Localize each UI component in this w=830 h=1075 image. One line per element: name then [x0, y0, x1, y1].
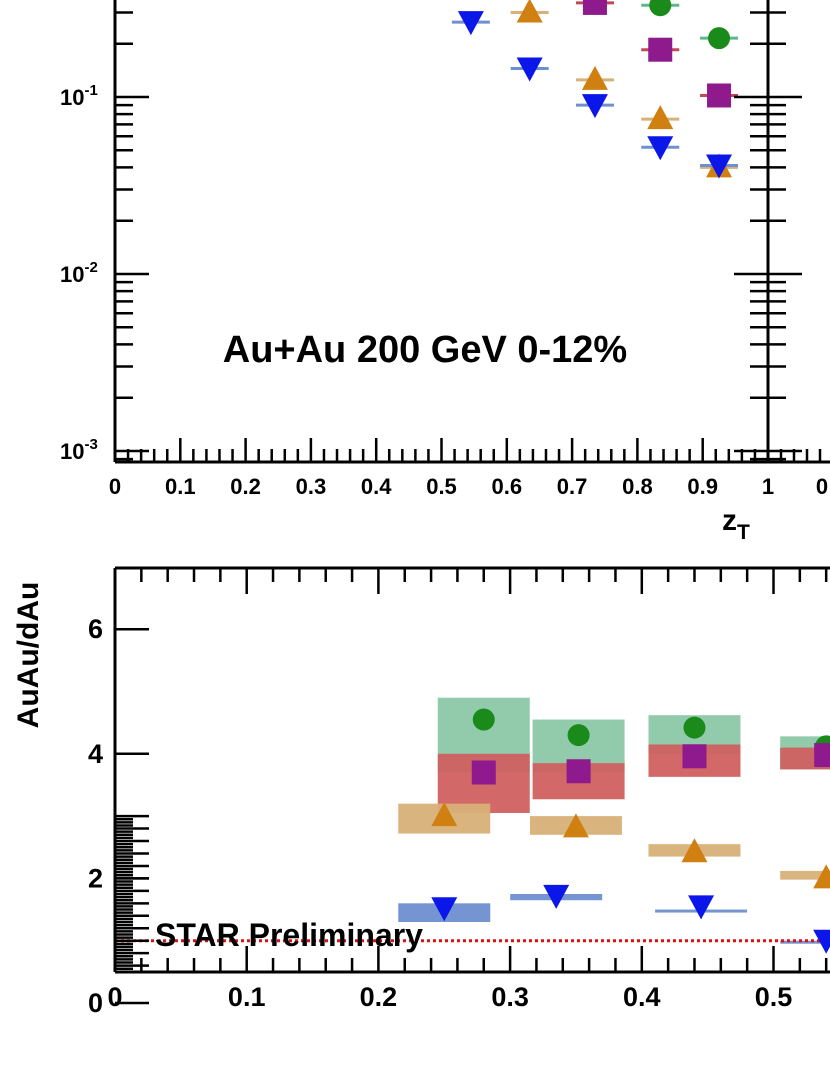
top-right-panel-tick-label: 0: [816, 474, 828, 499]
bottom-data-points: [431, 708, 830, 954]
top-point-triangle-down: [647, 136, 674, 161]
top-y-tick-label: 10-2: [60, 259, 98, 287]
top-panel: 0 0.1 0.2 0.3 0.4 0.5 0.6 0.7 0.8 0.9 1 0 10-110-21…: [60, 0, 830, 544]
top-point-triangle-up: [516, 0, 543, 23]
bottom-systematic-bars: [398, 697, 830, 944]
top-point-square: [582, 0, 607, 15]
top-x-tick-labels: 0 0.1 0.2 0.3 0.4 0.5 0.6 0.7 0.8 0.9 1 0: [109, 474, 828, 499]
top-data-points: [457, 0, 733, 179]
top-x-tick-label: 0.1: [165, 474, 196, 499]
bottom-point-square: [566, 759, 591, 784]
top-x-tick-label: 0.5: [426, 474, 457, 499]
top-y-tick-labels: 10-1 10-2 10-3: [60, 82, 98, 464]
top-y-tick-label: 10-1: [60, 82, 98, 110]
bottom-y-tick-labels: 0 2 4 6: [88, 614, 103, 1018]
top-point-circle: [649, 0, 672, 17]
bottom-point-square: [814, 743, 830, 768]
top-point-triangle-down: [457, 11, 484, 36]
bottom-point-circle: [683, 716, 706, 739]
bottom-x-tick-label: 0.1: [228, 982, 266, 1012]
top-axes: [113, 0, 830, 464]
top-point-triangle-up: [647, 105, 674, 130]
bottom-point-square: [682, 744, 707, 769]
bottom-axes: [113, 566, 830, 1005]
top-point-triangle-up: [581, 65, 608, 90]
bottom-y-tick-label: 6: [88, 614, 103, 644]
bottom-point-circle: [472, 708, 495, 731]
bottom-y-tick-label: 0: [88, 988, 103, 1018]
bottom-y-axis-title: AuAu/dAu: [12, 582, 45, 729]
top-x-tick-label: 0.2: [230, 474, 261, 499]
bottom-y-tick-label: 2: [88, 863, 103, 893]
bottom-point-triangle-down: [431, 897, 458, 922]
bottom-panel: 0 0.1 0.2 0.3 0.4 0.5 0 2 4 6 AuAu/dAu STAR Prel…: [12, 566, 830, 1018]
bottom-point-triangle-up: [562, 813, 589, 838]
top-y-tick-label: 10-3: [60, 436, 98, 464]
bottom-point-triangle-down: [813, 929, 830, 954]
top-point-square: [648, 37, 673, 62]
bottom-y-tick-label: 4: [88, 739, 103, 769]
top-x-tick-label: 0.3: [296, 474, 327, 499]
bottom-x-tick-label: 0.3: [491, 982, 529, 1012]
bottom-point-triangle-up: [681, 838, 708, 863]
top-x-tick-label: 0.9: [687, 474, 718, 499]
top-annotation: Au+Au 200 GeV 0-12%: [223, 329, 627, 371]
bottom-x-tick-labels: 0 0.1 0.2 0.3 0.4 0.5: [107, 982, 792, 1012]
top-x-tick-label: 1: [762, 474, 774, 499]
bottom-point-square: [471, 760, 496, 785]
top-x-axis-title: zT: [722, 504, 750, 544]
top-x-axis-subscript: T: [737, 521, 750, 544]
top-x-tick-label: 0.7: [557, 474, 588, 499]
bottom-point-triangle-down: [543, 884, 570, 909]
top-point-triangle-down: [581, 94, 608, 119]
top-x-tick-label: 0.4: [361, 474, 392, 499]
bottom-x-tick-label: 0.4: [623, 982, 661, 1012]
bottom-point-circle: [567, 724, 590, 747]
top-point-circle: [708, 27, 731, 50]
top-x-tick-label: 0.8: [622, 474, 653, 499]
bottom-point-triangle-down: [688, 895, 715, 920]
top-x-tick-label: 0: [109, 474, 121, 499]
bottom-x-tick-label: 0: [107, 982, 122, 1012]
bottom-x-tick-label: 0.2: [360, 982, 398, 1012]
bottom-point-triangle-up: [813, 864, 830, 889]
top-point-triangle-down: [516, 57, 543, 82]
bottom-annotation: STAR Preliminary: [155, 917, 423, 953]
top-x-axis-label: z: [722, 504, 737, 537]
top-point-square: [707, 83, 732, 108]
bottom-x-tick-label: 0.5: [755, 982, 793, 1012]
top-x-tick-label: 0.6: [492, 474, 523, 499]
top-point-triangle-down: [706, 154, 733, 179]
bottom-point-triangle-up: [431, 802, 458, 827]
bottom-systematic-triangle-up: [780, 870, 830, 880]
